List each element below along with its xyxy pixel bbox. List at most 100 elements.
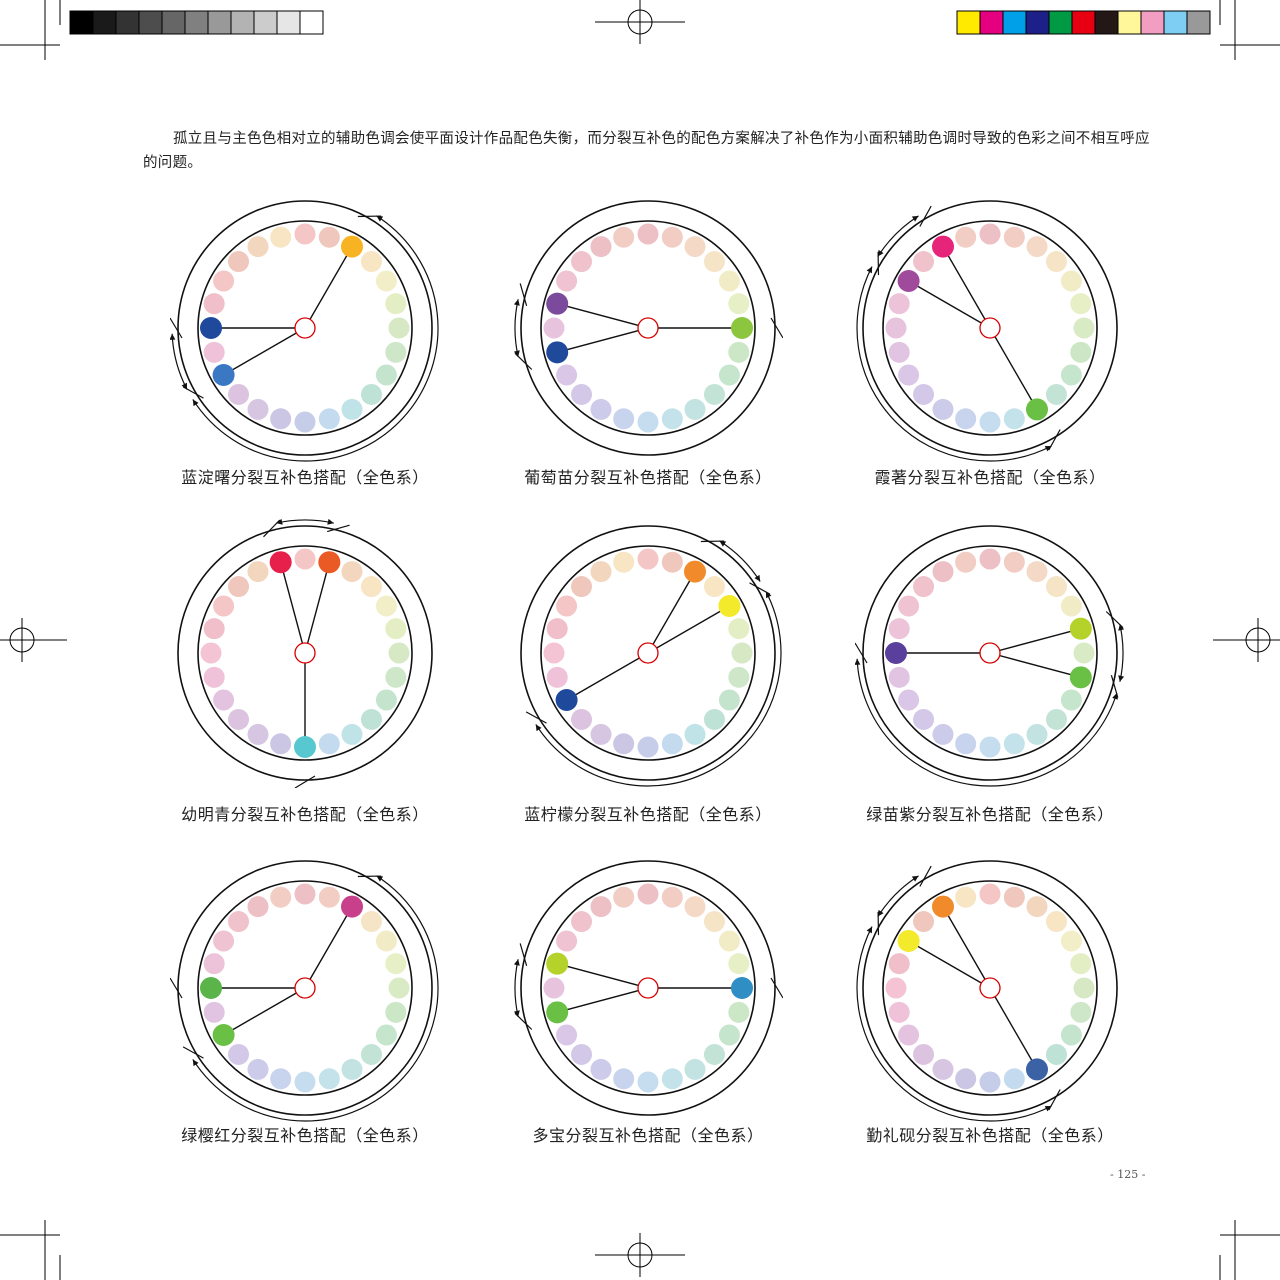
color-dot [203, 953, 225, 975]
highlight-dot [731, 317, 753, 339]
color-dot [556, 1024, 578, 1046]
color-dot [1060, 689, 1082, 711]
outer-ring [520, 860, 776, 1116]
color-dot [1060, 270, 1082, 292]
color-dot [341, 561, 363, 583]
color-dot [203, 666, 225, 688]
arrow-head [855, 658, 861, 665]
color-dot [385, 341, 407, 363]
color-dot [1003, 1068, 1025, 1090]
highlight-dot [1069, 666, 1092, 689]
color-dot [590, 561, 612, 583]
color-dot [375, 364, 397, 386]
color-dot [203, 1001, 225, 1023]
color-dot [360, 1043, 382, 1065]
color-dot [546, 666, 568, 688]
color-swatch [1163, 10, 1188, 35]
color-dot [1026, 723, 1048, 745]
figure-caption: 勤礼砚分裂互补色搭配（全色系） [866, 1126, 1114, 1145]
color-dot [703, 251, 725, 273]
arrow-arc [877, 875, 919, 917]
color-swatch [1025, 10, 1050, 35]
arrow-arc [276, 519, 334, 524]
color-dot [590, 1058, 612, 1080]
color-dot [613, 551, 635, 573]
color-dot [955, 886, 977, 908]
color-dot [294, 1071, 316, 1093]
color-dot [228, 911, 250, 933]
color-dot [661, 886, 683, 908]
figure-caption: 多宝分裂互补色搭配（全色系） [532, 1126, 764, 1145]
color-dot [375, 930, 397, 952]
arrow-head [1118, 675, 1125, 682]
color-dot [898, 364, 920, 386]
color-wheel-figure [170, 518, 440, 788]
gray-swatch [115, 10, 140, 35]
arrow-head [376, 215, 384, 222]
color-swatch [1002, 10, 1027, 35]
color-dot [294, 411, 316, 433]
color-dot [613, 733, 635, 755]
inner-ring [882, 545, 1098, 761]
color-swatch [979, 10, 1004, 35]
color-dot [1003, 551, 1025, 573]
gray-swatch [92, 10, 117, 35]
color-dot [590, 236, 612, 258]
registration-target [1213, 618, 1280, 662]
color-dot [684, 236, 706, 258]
arrow-arc [192, 215, 439, 462]
center-marker [294, 317, 316, 339]
connector-line [304, 906, 353, 989]
color-dot [955, 408, 977, 430]
tick-mark [770, 977, 783, 999]
color-dot [684, 896, 706, 918]
color-dot [932, 1058, 954, 1080]
color-dot [703, 383, 725, 405]
center-marker [637, 642, 659, 664]
color-dot [955, 733, 977, 755]
color-dot [1060, 595, 1082, 617]
arrow-arc [192, 875, 439, 1122]
arrow-head [513, 299, 520, 306]
figure-caption: 绿苗紫分裂互补色搭配（全色系） [866, 805, 1114, 824]
highlight-dot [1026, 1058, 1048, 1081]
color-dot [228, 383, 250, 405]
tick-mark [919, 865, 932, 887]
color-dot [913, 708, 935, 730]
color-dot [703, 576, 725, 598]
arrow-head [1044, 445, 1052, 452]
highlight-dot [885, 642, 907, 664]
inner-ring [540, 220, 756, 436]
color-dot [375, 1024, 397, 1046]
color-dot [888, 341, 910, 363]
arrow-arc [877, 215, 919, 257]
color-dot [318, 733, 340, 755]
highlight-dot [684, 560, 706, 583]
gray-swatch [184, 10, 209, 35]
outer-ring [862, 525, 1118, 781]
color-dot [885, 977, 907, 999]
body-paragraph: 孤立且与主色色相对立的辅助色调会使平面设计作品配色失衡，而分裂互补色的配色方案解… [143, 131, 1150, 171]
arrow-head [719, 540, 727, 547]
connector-line [223, 327, 306, 376]
color-dot [543, 317, 565, 339]
outer-ring [177, 860, 433, 1116]
color-swatch [1071, 10, 1096, 35]
arrow-head [866, 926, 873, 934]
color-dot [888, 666, 910, 688]
color-dot [294, 883, 316, 905]
arrow-head [911, 215, 919, 222]
color-dot [270, 226, 292, 248]
highlight-dot [1069, 617, 1092, 640]
arrow-arc [514, 299, 519, 357]
color-dot [1003, 886, 1025, 908]
color-dot [213, 689, 235, 711]
color-dot [913, 576, 935, 598]
inner-ring [882, 220, 1098, 436]
arrow-arc [856, 266, 1052, 462]
gray-swatch [69, 10, 94, 35]
color-dot [1060, 364, 1082, 386]
color-dot [932, 561, 954, 583]
color-swatch [1048, 10, 1073, 35]
figure-caption: 霞著分裂互补色搭配（全色系） [874, 468, 1106, 487]
